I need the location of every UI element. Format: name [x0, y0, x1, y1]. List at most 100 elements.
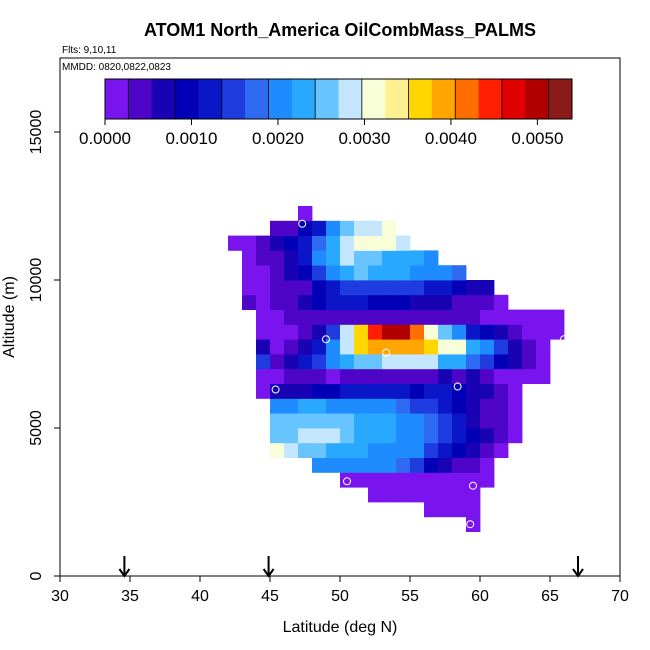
heatmap-cell — [396, 368, 411, 384]
x-tick-label: 35 — [121, 588, 139, 605]
heatmap-cell — [284, 265, 299, 281]
heatmap-cell — [536, 324, 551, 340]
colorbar: 0.0000 0.0010 0.0020 0.0030 0.0040 0.0050 — [79, 78, 573, 148]
heatmap-cell — [424, 502, 439, 518]
heatmap-cell — [256, 280, 271, 296]
heatmap-cell — [298, 368, 313, 384]
heatmap-cell — [410, 487, 425, 503]
heatmap-cell — [522, 368, 537, 384]
heatmap-cell — [326, 250, 341, 266]
heatmap-cell — [382, 413, 397, 429]
heatmap-cell — [452, 280, 467, 296]
heatmap-cell — [340, 383, 355, 399]
heatmap-cell — [382, 383, 397, 399]
heatmap-cell — [340, 309, 355, 325]
heatmap-cell — [354, 250, 369, 266]
colorbar-swatch — [361, 79, 386, 119]
heatmap-cell — [284, 309, 299, 325]
heatmap-cell — [340, 413, 355, 429]
heatmap-cell — [424, 324, 439, 340]
heatmap-cell — [438, 324, 453, 340]
x-tick-label: 65 — [541, 588, 559, 605]
heatmap-cell — [368, 428, 383, 444]
heatmap-cell — [452, 502, 467, 518]
heatmap-cell — [424, 413, 439, 429]
heatmap-cell — [452, 457, 467, 473]
heatmap-cell — [340, 442, 355, 458]
heatmap-cell — [368, 442, 383, 458]
heatmap-cell — [284, 235, 299, 251]
heatmap-cell — [424, 368, 439, 384]
heatmap-cell — [326, 398, 341, 414]
track-point — [382, 348, 391, 357]
heatmap-cell — [298, 280, 313, 296]
heatmap-cell — [312, 354, 327, 370]
heatmap-cell — [368, 339, 383, 355]
heatmap-cell — [298, 398, 313, 414]
heatmap-cell — [368, 487, 383, 503]
x-tick-label: 50 — [331, 588, 349, 605]
heatmap-cell — [312, 398, 327, 414]
heatmap-cell — [256, 309, 271, 325]
heatmap-cell — [508, 428, 523, 444]
heatmap-cell — [480, 309, 495, 325]
heatmap-cell — [284, 280, 299, 296]
heatmap-cell — [298, 383, 313, 399]
heatmap-cell — [354, 235, 369, 251]
heatmap-cell — [508, 383, 523, 399]
heatmap-cell — [354, 413, 369, 429]
heatmap-cell — [396, 457, 411, 473]
track-point — [537, 384, 546, 393]
heatmap-cell — [340, 220, 355, 236]
heatmap-cell — [452, 354, 467, 370]
heatmap-cell — [410, 413, 425, 429]
heatmap-cell — [452, 398, 467, 414]
heatmap-cell — [354, 398, 369, 414]
heatmap-cell — [424, 265, 439, 281]
heatmap-cell — [382, 487, 397, 503]
heatmap-cell — [340, 339, 355, 355]
flights-label: Flts: 9,10,11 — [62, 45, 117, 56]
colorbar-swatch — [548, 79, 573, 119]
heatmap-cell — [396, 487, 411, 503]
track-point — [453, 382, 462, 391]
heatmap-cell — [284, 428, 299, 444]
heatmap-cell — [480, 294, 495, 310]
heatmap-cell — [368, 398, 383, 414]
heatmap-cell — [480, 324, 495, 340]
heatmap-cell — [480, 339, 495, 355]
heatmap-cell — [536, 354, 551, 370]
heatmap-cell — [508, 398, 523, 414]
y-axis-label: Altitude (m) — [1, 276, 18, 358]
heatmap-cell — [396, 235, 411, 251]
y-tick-label: 15000 — [28, 110, 45, 155]
heatmap-cell — [382, 250, 397, 266]
heatmap-cell — [298, 413, 313, 429]
heatmap-cell — [326, 354, 341, 370]
heatmap-cell — [438, 383, 453, 399]
heatmap-cell — [298, 428, 313, 444]
heatmap-cell — [452, 442, 467, 458]
heatmap-cell — [452, 472, 467, 488]
heatmap-cell — [452, 413, 467, 429]
heatmap-cell — [242, 235, 257, 251]
heatmap-cell — [494, 442, 509, 458]
heatmap-cell — [368, 354, 383, 370]
heatmap-cell — [536, 339, 551, 355]
heatmap-cell — [508, 368, 523, 384]
heatmap-cell — [242, 280, 257, 296]
heatmap-cell — [270, 309, 285, 325]
heatmap-cell — [298, 294, 313, 310]
heatmap-cell — [270, 220, 285, 236]
heatmap-cell — [466, 354, 481, 370]
heatmap-cell — [284, 354, 299, 370]
heatmap-cell — [270, 235, 285, 251]
track-point — [343, 477, 351, 486]
heatmap-cell — [354, 457, 369, 473]
heatmap-cell — [494, 324, 509, 340]
heatmap-cell — [354, 472, 369, 488]
heatmap-cell — [466, 413, 481, 429]
heatmap-cell — [326, 428, 341, 444]
x-tick-label: 45 — [261, 588, 279, 605]
heatmap-cell — [298, 354, 313, 370]
